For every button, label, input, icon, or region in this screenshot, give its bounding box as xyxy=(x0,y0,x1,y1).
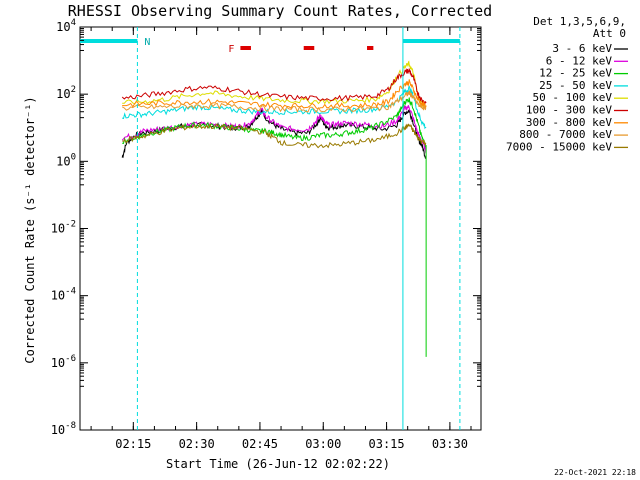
legend-label: 12 - 25 keV xyxy=(539,67,612,80)
flare-flag xyxy=(240,46,251,50)
x-tick-label: 02:30 xyxy=(179,437,215,451)
series-line-6 xyxy=(121,67,427,105)
y-tick-label: 10-2 xyxy=(51,220,76,236)
y-axis-label: Corrected Count Rate (s⁻¹ detector⁻¹) xyxy=(23,96,37,363)
series-line-3 xyxy=(122,97,427,148)
y-tick-label: 10-6 xyxy=(51,354,76,370)
x-tick-label: 02:45 xyxy=(242,437,278,451)
plot-frame xyxy=(79,26,482,431)
legend-label: 300 - 800 keV xyxy=(526,116,612,129)
legend-header-line-1: Det 1,3,5,6,9, xyxy=(533,15,626,28)
attenuator-segment xyxy=(80,39,138,43)
y-axis: 104 102 100 10-2 10-4 10-6 10-8 xyxy=(51,18,481,437)
x-axis-label: Start Time (26-Jun-12 02:02:22) xyxy=(166,457,390,471)
legend-header-line-2: Att 0 xyxy=(593,27,626,40)
flare-flag xyxy=(303,46,315,50)
series-line-1 xyxy=(121,108,427,160)
series-layer xyxy=(121,60,427,357)
legend-label: 7000 - 15000 keV xyxy=(506,140,612,153)
legend-label: 25 - 50 keV xyxy=(539,79,612,92)
series-line-9 xyxy=(122,122,427,149)
y-tick-label: 102 xyxy=(56,85,76,101)
y-tick-label: 10-8 xyxy=(51,421,76,437)
flags-layer: NF xyxy=(80,37,460,55)
series-line-4 xyxy=(122,85,427,130)
attenuator-label: N xyxy=(144,37,150,48)
x-tick-label: 02:15 xyxy=(115,437,151,451)
x-tick-label: 03:30 xyxy=(432,437,468,451)
y-tick-label: 100 xyxy=(56,152,76,168)
plot-area: NF xyxy=(79,26,482,431)
y-tick-label: 10-4 xyxy=(51,287,76,303)
legend-label: 6 - 12 keV xyxy=(546,54,613,67)
chart-title: RHESSI Observing Summary Count Rates, Co… xyxy=(68,2,492,20)
x-axis: 02:15 02:30 02:45 03:00 03:15 03:30 xyxy=(90,27,472,451)
x-tick-label: 03:15 xyxy=(369,437,405,451)
flare-flag xyxy=(367,46,374,50)
markers-layer xyxy=(136,27,461,430)
attenuator-segment xyxy=(402,39,460,43)
legend-label: 100 - 300 keV xyxy=(526,104,612,117)
legend-label: 800 - 7000 keV xyxy=(519,128,612,141)
footer-timestamp: 22-Oct-2021 22:18 xyxy=(554,468,636,477)
y-tick-label: 104 xyxy=(56,18,76,34)
flare-flag-label: F xyxy=(228,44,234,55)
legend-label: 50 - 100 keV xyxy=(533,91,613,104)
x-tick-label: 03:00 xyxy=(305,437,341,451)
series-line-8 xyxy=(121,90,427,114)
series-line-5 xyxy=(122,60,427,109)
legend-label: 3 - 6 keV xyxy=(552,42,612,55)
